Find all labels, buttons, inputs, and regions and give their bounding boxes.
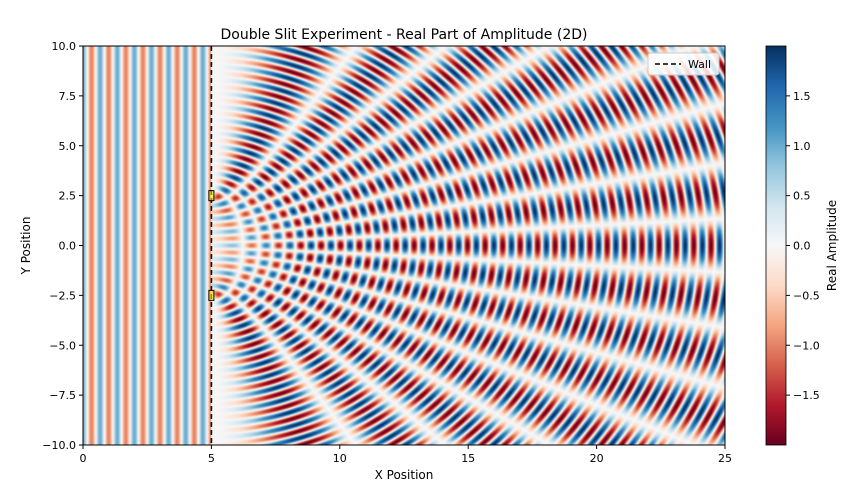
plot-area xyxy=(82,45,726,446)
slit-marker-2 xyxy=(208,289,215,301)
x-axis: 0 5 10 15 20 25 xyxy=(80,445,732,465)
colorbar-label: Real Amplitude xyxy=(825,200,839,291)
legend-box xyxy=(647,52,720,76)
y-tick-label: −7.5 xyxy=(49,389,76,402)
x-axis-label: X Position xyxy=(375,468,434,482)
colorbar-tick-label: 0.5 xyxy=(793,190,811,203)
y-tick-label: −10.0 xyxy=(42,439,76,452)
y-tick-label: 7.5 xyxy=(59,90,77,103)
colorbar-gradient xyxy=(765,45,787,446)
x-tick-label: 20 xyxy=(590,452,604,465)
y-tick-label: 5.0 xyxy=(59,140,77,153)
legend: Wall xyxy=(647,52,720,76)
colorbar-tick-label: −1.5 xyxy=(793,389,820,402)
y-tick-label: 2.5 xyxy=(59,190,77,203)
y-tick-label: 10.0 xyxy=(52,40,77,53)
x-tick-label: 10 xyxy=(333,452,347,465)
legend-wall-label: Wall xyxy=(688,58,711,71)
amplitude-heatmap xyxy=(83,46,725,445)
colorbar: 1.5 1.0 0.5 0.0 −0.5 −1.0 −1.5 Real Amplitude xyxy=(765,45,839,446)
y-tick-label: 0.0 xyxy=(59,240,77,253)
colorbar-tick-label: −1.0 xyxy=(793,339,820,352)
x-tick-label: 25 xyxy=(718,452,732,465)
x-tick-label: 5 xyxy=(208,452,215,465)
colorbar-tick-label: −0.5 xyxy=(793,289,820,302)
x-tick-label: 0 xyxy=(80,452,87,465)
slit-marker-1 xyxy=(208,190,215,202)
y-tick-label: −5.0 xyxy=(49,339,76,352)
colorbar-ticks: 1.5 1.0 0.5 0.0 −0.5 −1.0 −1.5 xyxy=(786,90,820,402)
y-tick-label: −2.5 xyxy=(49,289,76,302)
colorbar-tick-label: 1.0 xyxy=(793,140,811,153)
y-axis: 10.0 7.5 5.0 2.5 0.0 −2.5 −5.0 −7.5 −10.0 xyxy=(42,40,83,452)
colorbar-tick-label: 1.5 xyxy=(793,90,811,103)
colorbar-tick-label: 0.0 xyxy=(793,240,811,253)
x-tick-label: 15 xyxy=(461,452,475,465)
y-axis-label: Y Position xyxy=(19,217,33,276)
slits xyxy=(208,190,215,301)
chart-title: Double Slit Experiment - Real Part of Am… xyxy=(221,27,588,43)
